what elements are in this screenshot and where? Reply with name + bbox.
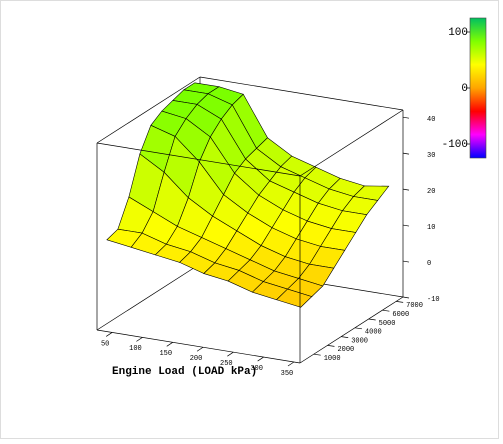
z-tick-label: 10 [427, 224, 435, 232]
x-tick-label: 350 [281, 370, 294, 378]
y-tick-label: 4000 [365, 329, 382, 337]
y-tick-label: 6000 [392, 311, 409, 319]
x-tick-label: 150 [159, 350, 172, 358]
y-tick [313, 353, 321, 356]
box-edge [199, 76, 404, 111]
y-tick-label: 2000 [337, 346, 354, 354]
y-tick [327, 345, 335, 347]
x-tick [287, 361, 295, 367]
colorbar-tick-label: -100 [442, 139, 468, 151]
box-edge [96, 142, 301, 177]
surface-cell [275, 288, 313, 308]
x-tick [166, 342, 173, 347]
colorbar-tick-label: 0 [461, 83, 468, 95]
x-tick-label: 300 [250, 365, 263, 373]
y-tick-label: 5000 [379, 320, 396, 328]
x-tick [196, 346, 204, 352]
z-tick [402, 296, 410, 299]
box-edge [96, 329, 301, 364]
box-edge [96, 263, 201, 331]
z-tick [402, 152, 410, 155]
x-tick-label: 200 [190, 355, 203, 363]
z-tick-label: 0 [427, 260, 431, 268]
z-tick [402, 224, 410, 227]
z-tick [402, 260, 410, 263]
x-tick-label: 100 [129, 345, 142, 353]
y-tick [382, 309, 390, 312]
y-tick-label: 1000 [324, 355, 341, 363]
x-tick-label: 50 [101, 340, 109, 348]
y-tick [368, 318, 376, 321]
x-tick [227, 351, 234, 357]
box-edge [299, 296, 404, 364]
x-tick-label: 250 [220, 360, 233, 368]
colorbar-tick-label: 100 [448, 27, 468, 39]
x-tick [105, 332, 113, 337]
z-tick-label: -10 [427, 296, 440, 304]
y-tick [396, 301, 404, 303]
z-tick-label: 20 [427, 188, 435, 196]
z-tick [402, 116, 410, 119]
z-tick-label: 40 [427, 116, 435, 124]
box-edge [299, 109, 404, 177]
x-axis-label: Engine Load (LOAD kPa) [112, 366, 257, 378]
y-tick-label: 7000 [406, 302, 423, 310]
y-tick-label: 3000 [351, 337, 368, 345]
y-tick [354, 327, 362, 330]
z-tick-label: 30 [427, 152, 435, 160]
z-tick [402, 188, 410, 191]
x-tick [136, 337, 143, 342]
y-tick [341, 336, 349, 338]
box-edge [96, 76, 201, 144]
colorbar [469, 17, 487, 159]
x-tick [257, 356, 264, 362]
